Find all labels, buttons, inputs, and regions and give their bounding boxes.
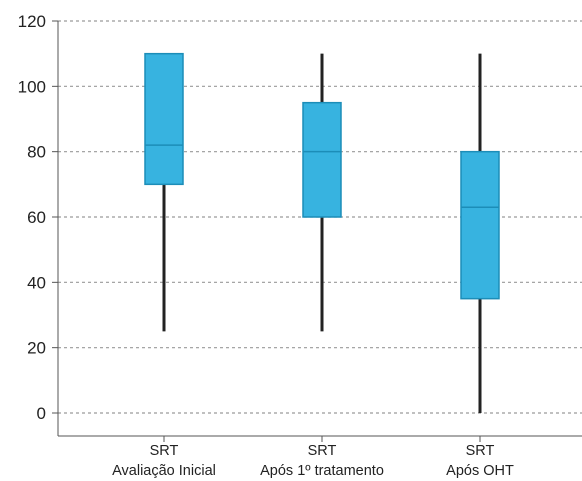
y-tick-label: 100 bbox=[18, 77, 46, 96]
y-tick-label: 40 bbox=[27, 273, 46, 292]
box-group bbox=[302, 53, 342, 332]
category-label-line2: Após OHT bbox=[446, 463, 514, 479]
box bbox=[144, 52, 184, 186]
category-label-line1: SRT bbox=[466, 443, 495, 459]
category-labels: SRT Avaliação Inicial SRT Após 1º tratament… bbox=[112, 443, 514, 479]
y-tick-label: 0 bbox=[37, 404, 46, 423]
y-tick-label: 80 bbox=[27, 143, 46, 162]
category-label-line2: Após 1º tratamento bbox=[260, 463, 384, 479]
category-label-line2: Avaliação Inicial bbox=[112, 463, 216, 479]
y-tick-labels: 0 20 40 60 80 100 120 bbox=[18, 12, 46, 423]
y-tick-label: 20 bbox=[27, 339, 46, 358]
y-tick-label: 120 bbox=[18, 12, 46, 31]
boxes bbox=[144, 52, 500, 413]
y-tick-label: 60 bbox=[27, 208, 46, 227]
axes bbox=[52, 20, 582, 442]
box-group bbox=[144, 52, 184, 332]
category-label-line1: SRT bbox=[150, 443, 179, 459]
box bbox=[302, 101, 342, 218]
box bbox=[460, 150, 500, 300]
box-group bbox=[460, 53, 500, 413]
category-label-line1: SRT bbox=[308, 443, 337, 459]
